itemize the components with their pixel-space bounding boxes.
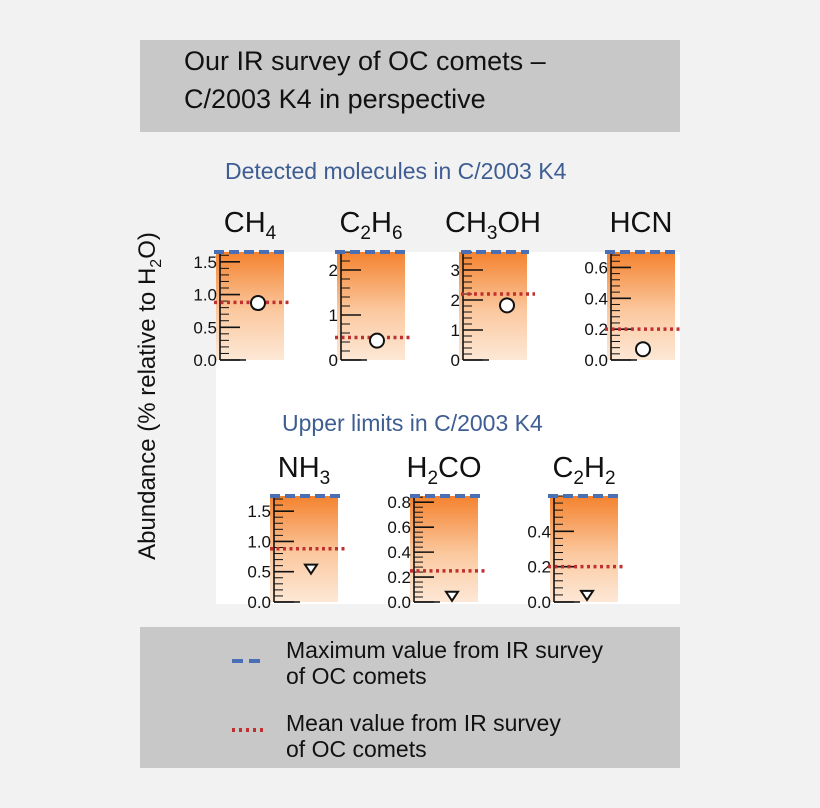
c2h6-tick-label: 1 <box>329 306 338 325</box>
legend-swatches <box>232 659 264 732</box>
ch3oh-tick-label: 2 <box>451 291 460 310</box>
c2h6-value-point <box>369 332 385 349</box>
ch4-value-point <box>250 295 266 312</box>
ch4-range-fill <box>216 252 284 360</box>
nh3-tick-label: 0.5 <box>247 563 271 582</box>
c2h2-tick-label: 0.4 <box>527 522 551 541</box>
nh3-tick-label: 0.0 <box>247 593 271 612</box>
c2h2-tick-label: 0.0 <box>527 593 551 612</box>
nh3-label: NH3 <box>278 452 330 489</box>
h2co-tick-label: 0.0 <box>387 593 411 612</box>
ch4-label: CH4 <box>224 207 277 244</box>
c2h2-tick-label: 0.2 <box>527 558 551 577</box>
h2co-tick-label: 0.2 <box>387 568 411 587</box>
nh3-tick-label: 1.5 <box>247 502 271 521</box>
ch4-tick-label: 1.5 <box>193 253 217 272</box>
c2h2-upper-limit-point <box>579 589 595 602</box>
title-box: Our IR survey of OC comets – C/2003 K4 i… <box>140 40 680 132</box>
hcn-tick-label: 0.4 <box>584 289 608 308</box>
hcn-label: HCN <box>610 207 673 239</box>
hcn-tick-label: 0.6 <box>584 258 608 277</box>
h2co-tick-label: 0.6 <box>387 518 411 537</box>
h2co-tick-label: 0.4 <box>387 543 411 562</box>
h2co-range-fill <box>410 496 478 602</box>
c2h6-tick-label: 0 <box>329 351 338 370</box>
legend-box: Maximum value from IR survey of OC comet… <box>140 627 680 768</box>
upper-limits-heading: Upper limits in C/2003 K4 <box>282 410 543 436</box>
legend-mean-line1: Mean value from IR survey <box>286 710 561 736</box>
title-line-1: Our IR survey of OC comets – <box>184 46 546 76</box>
c2h2-range-fill <box>550 496 618 602</box>
h2co-tick-label: 0.8 <box>387 493 411 512</box>
hcn-tick-label: 0.2 <box>584 320 608 339</box>
ch4-tick-label: 0.0 <box>193 351 217 370</box>
ch3oh-label: CH3OH <box>445 207 541 244</box>
hcn-value-point <box>635 341 651 358</box>
c2h6-label: C2H6 <box>339 207 402 244</box>
h2co-label: H2CO <box>406 452 481 489</box>
ch3oh-value-point <box>499 297 515 314</box>
hcn-tick-label: 0.0 <box>584 351 608 370</box>
title-line-2: C/2003 K4 in perspective <box>184 84 486 114</box>
detected-heading: Detected molecules in C/2003 K4 <box>225 158 567 184</box>
c2h2-label: C2H2 <box>552 452 615 489</box>
nh3-tick-label: 1.0 <box>247 532 271 551</box>
ch3oh-tick-label: 1 <box>451 321 460 340</box>
h2co-upper-limit-point <box>444 590 460 603</box>
ch3oh-tick-label: 3 <box>451 261 460 280</box>
nh3-upper-limit-point <box>303 563 319 576</box>
ch4-tick-label: 1.0 <box>193 286 217 305</box>
legend-mean-line2: of OC comets <box>286 736 427 762</box>
c2h6-tick-label: 2 <box>329 261 338 280</box>
legend-max-line1: Maximum value from IR survey <box>286 637 603 663</box>
ch4-tick-label: 0.5 <box>193 318 217 337</box>
ch3oh-tick-label: 0 <box>451 351 460 370</box>
legend-max-line2: of OC comets <box>286 663 427 689</box>
